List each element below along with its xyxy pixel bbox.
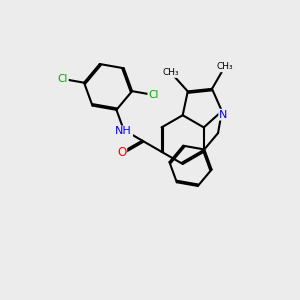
Text: O: O xyxy=(117,146,126,159)
Text: CH₃: CH₃ xyxy=(163,68,179,77)
Text: N: N xyxy=(219,110,228,120)
Text: CH₃: CH₃ xyxy=(216,62,233,71)
Text: NH: NH xyxy=(116,126,132,136)
Text: Cl: Cl xyxy=(58,74,68,84)
Text: Cl: Cl xyxy=(148,90,159,100)
